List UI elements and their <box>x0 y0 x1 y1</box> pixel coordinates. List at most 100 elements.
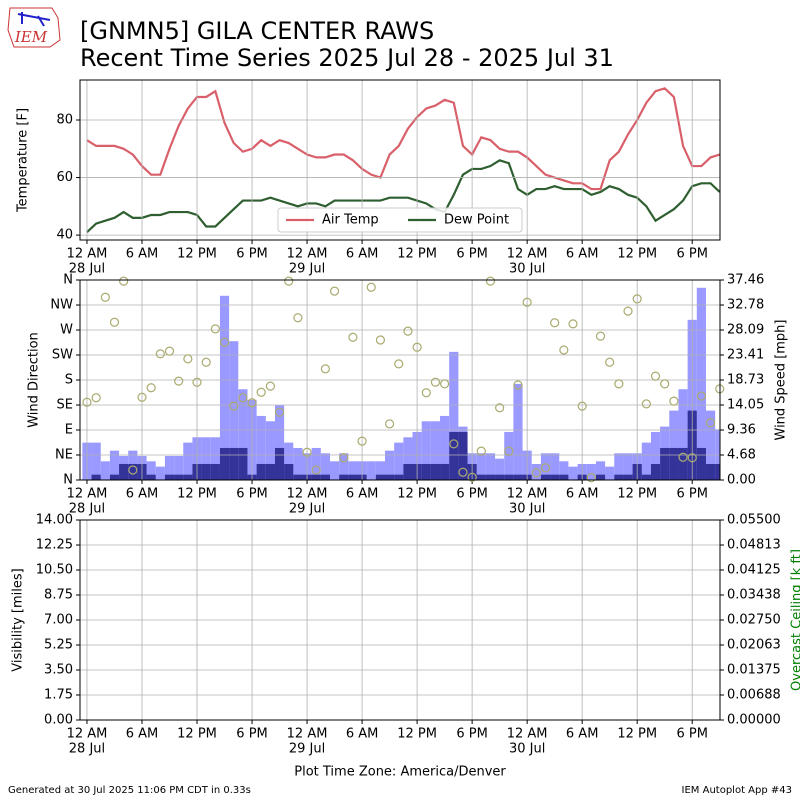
y2-tick-label: 0.04813 <box>727 538 781 553</box>
point <box>274 407 285 417</box>
bar <box>183 474 193 480</box>
point <box>623 306 633 316</box>
point <box>669 396 679 406</box>
y-axis-label: Wind Direction <box>27 332 42 428</box>
bar <box>109 474 120 480</box>
bar <box>274 405 285 480</box>
point <box>696 391 706 401</box>
bar <box>449 351 459 480</box>
bar <box>669 447 679 480</box>
bar <box>256 463 266 480</box>
bar <box>605 466 615 480</box>
frame <box>79 519 721 721</box>
line-series <box>86 87 720 191</box>
point <box>284 276 294 286</box>
bar <box>705 463 716 480</box>
point <box>384 419 395 429</box>
x-tick-label: 6 PM <box>236 487 267 502</box>
bar <box>274 447 285 480</box>
bar <box>559 474 569 480</box>
bar <box>339 474 349 480</box>
bar <box>678 447 688 480</box>
y2-tick-label: 18.73 <box>727 373 764 388</box>
point <box>348 332 358 342</box>
point <box>467 472 477 482</box>
bar <box>164 455 175 480</box>
y2-tick-label: 0.02063 <box>727 638 781 653</box>
point <box>174 376 184 386</box>
point <box>119 276 129 286</box>
bar <box>210 437 220 480</box>
x-tick-label: 6 PM <box>456 727 487 742</box>
bar <box>715 463 720 480</box>
bar <box>531 463 541 480</box>
bar <box>265 421 275 480</box>
bar <box>421 421 431 480</box>
x-tick-label: 6 PM <box>676 247 707 262</box>
bar <box>394 474 404 480</box>
point <box>485 276 496 286</box>
y2-tick-label: 0.00000 <box>727 713 781 728</box>
frame <box>79 79 721 241</box>
bar <box>146 461 156 480</box>
x-tick-label: 12 AM <box>287 487 328 502</box>
y-axis-label: Temperature [F] <box>16 108 31 213</box>
x-tick-label: 12 PM <box>177 247 217 262</box>
point <box>449 439 459 449</box>
logo: IEM <box>7 7 61 48</box>
point <box>155 349 165 359</box>
bar <box>394 442 404 480</box>
bar <box>660 447 670 480</box>
bar <box>540 453 551 480</box>
bar <box>100 461 110 480</box>
point <box>650 371 661 381</box>
x-tick-label: 12 PM <box>617 727 657 742</box>
bar <box>678 389 688 480</box>
x-date-label: 28 Jul <box>69 742 105 757</box>
bar <box>559 461 569 480</box>
bar <box>696 287 706 480</box>
point <box>540 463 551 473</box>
point <box>559 345 569 355</box>
point <box>495 403 505 413</box>
line-series <box>86 159 720 234</box>
bar <box>696 447 706 480</box>
y-axis-label: Visibility [miles] <box>11 568 26 671</box>
bar <box>650 431 661 480</box>
bar <box>348 474 358 480</box>
x-tick-label: 6 AM <box>566 487 599 502</box>
y-tick-label: 8.75 <box>44 588 73 603</box>
bar <box>641 442 651 480</box>
x-tick-label: 6 AM <box>346 487 379 502</box>
bar <box>595 461 606 480</box>
x-date-label: 30 Jul <box>509 502 545 517</box>
subtitle: Recent Time Series 2025 Jul 28 - 2025 Ju… <box>80 44 614 72</box>
x-tick-label: 12 AM <box>507 727 548 742</box>
x-tick-label: 12 AM <box>287 727 328 742</box>
bar <box>623 453 633 480</box>
legend-box <box>277 207 523 233</box>
bar <box>403 463 413 480</box>
y-tick-label: 40 <box>56 228 73 243</box>
point <box>421 388 431 398</box>
y-tick-label: S <box>65 373 73 388</box>
bar <box>504 431 514 480</box>
point <box>210 324 220 334</box>
y-tick-label: 14.00 <box>36 513 73 528</box>
y-tick-label: NW <box>50 298 73 313</box>
bar <box>329 461 340 480</box>
point <box>476 446 486 456</box>
x-date-label: 29 Jul <box>289 262 325 277</box>
y-tick-label: W <box>60 323 73 338</box>
point <box>247 398 257 408</box>
bar <box>284 463 294 480</box>
point <box>605 357 615 367</box>
point <box>265 381 275 391</box>
bar <box>550 453 560 480</box>
y2-axis-label: Wind Speed [mph] <box>774 320 789 441</box>
point <box>522 297 532 307</box>
y2-tick-label: 32.78 <box>727 297 764 312</box>
x-tick-label: 6 AM <box>126 727 159 742</box>
bar <box>449 431 459 480</box>
x-tick-label: 6 AM <box>126 247 159 262</box>
